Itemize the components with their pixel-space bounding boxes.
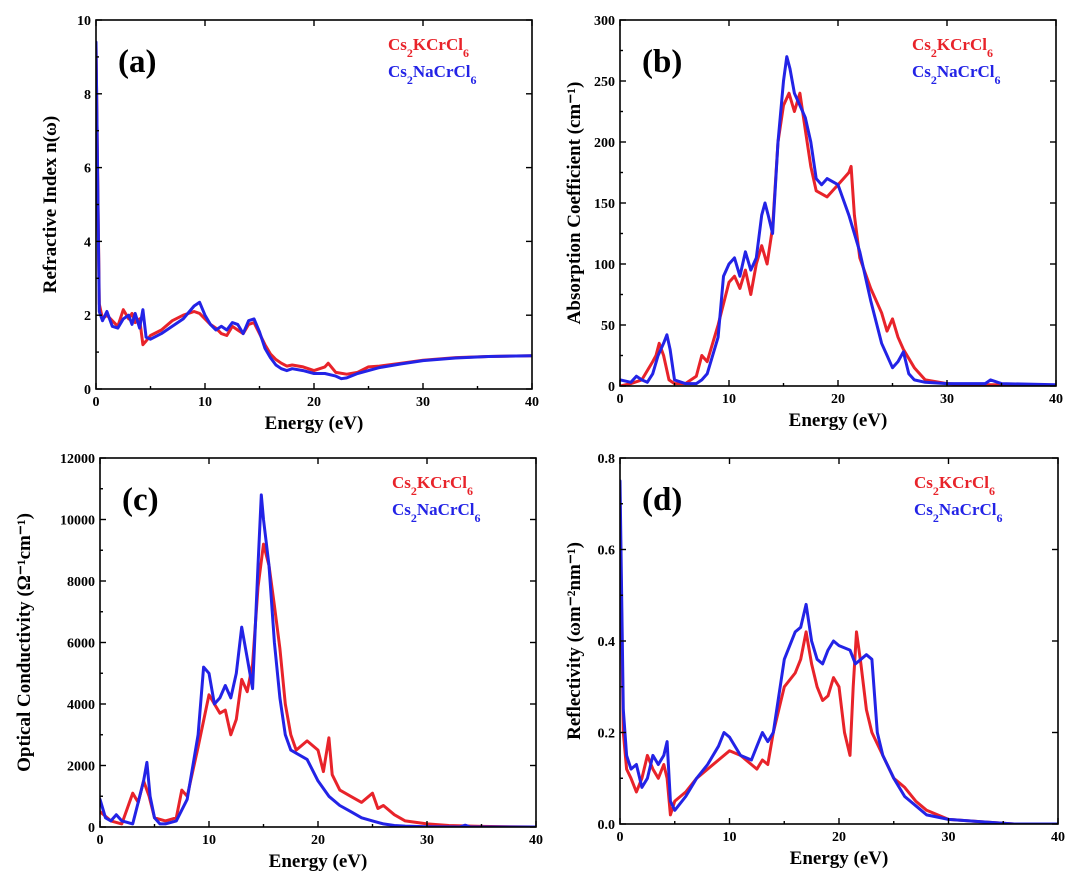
legend-entry-cs2nacrcl6: Cs2NaCrCl6 bbox=[912, 62, 1001, 87]
series-line-cs2kcrcl6-b bbox=[620, 91, 1056, 386]
series-line-cs2nacrcl6-b bbox=[620, 55, 1056, 386]
y-tick-label: 250 bbox=[594, 75, 615, 90]
panel-label-a: (a) bbox=[118, 44, 156, 80]
x-tick-label: 0 bbox=[97, 833, 104, 848]
series-line-cs2nacrcl6-c bbox=[100, 493, 536, 827]
axes-a: 0 10 20 30 40 0 2 4 6 8 10 bbox=[77, 14, 539, 410]
legend-entry-cs2nacrcl6: Cs2NaCrCl6 bbox=[388, 62, 477, 87]
y-tick-label: 0 bbox=[608, 380, 615, 395]
x-axis-label-b: Energy (eV) bbox=[789, 410, 888, 431]
axes-d: 0 10 20 30 40 0.0 0.2 0.4 0.6 0.8 bbox=[598, 452, 1066, 845]
legend-entry-cs2kcrcl6: Cs2KCrCl6 bbox=[912, 35, 993, 60]
y-axis-label-a: Refractive Index n(ω) bbox=[40, 116, 61, 293]
y-tick-label: 12000 bbox=[60, 452, 95, 467]
x-tick-label: 30 bbox=[416, 395, 430, 410]
x-tick-label: 30 bbox=[942, 830, 956, 845]
y-tick-label: 0.2 bbox=[598, 727, 616, 742]
x-tick-label: 0 bbox=[93, 395, 100, 410]
legend-entry-cs2nacrcl6: Cs2NaCrCl6 bbox=[914, 500, 1003, 525]
series-line-cs2kcrcl6-d bbox=[620, 502, 1058, 824]
y-tick-label: 4000 bbox=[67, 698, 95, 713]
y-tick-label: 6000 bbox=[67, 637, 95, 652]
x-tick-label: 40 bbox=[1049, 392, 1063, 407]
x-tick-label: 20 bbox=[832, 830, 846, 845]
panel-d: 0 10 20 30 40 0.0 0.2 0.4 0.6 0.8 (d) Energy (eV)… bbox=[564, 452, 1065, 869]
panel-label-b: (b) bbox=[642, 44, 682, 80]
x-tick-label: 40 bbox=[529, 833, 543, 848]
y-tick-label: 2000 bbox=[67, 760, 95, 775]
legend-entry-cs2nacrcl6: Cs2NaCrCl6 bbox=[392, 500, 481, 525]
x-tick-label: 20 bbox=[831, 392, 845, 407]
y-tick-label: 10000 bbox=[60, 514, 95, 529]
y-tick-label: 4 bbox=[84, 235, 91, 250]
y-tick-label: 0.8 bbox=[598, 452, 616, 467]
x-tick-label: 0 bbox=[617, 830, 624, 845]
panel-b: 0 10 20 30 40 0 50 100 150 200 250 300 (b) Energy (… bbox=[564, 14, 1063, 431]
y-tick-label: 0.4 bbox=[598, 635, 616, 650]
y-tick-label: 50 bbox=[601, 319, 615, 334]
y-tick-label: 0.6 bbox=[598, 544, 616, 559]
plot-area-b bbox=[620, 55, 1056, 386]
y-tick-label: 10 bbox=[77, 14, 91, 29]
legend-entry-cs2kcrcl6: Cs2KCrCl6 bbox=[392, 473, 473, 498]
x-tick-label: 0 bbox=[617, 392, 624, 407]
x-tick-label: 30 bbox=[940, 392, 954, 407]
y-tick-label: 8 bbox=[84, 88, 91, 103]
plot-area-a bbox=[96, 40, 532, 381]
x-tick-label: 10 bbox=[202, 833, 216, 848]
x-axis-label-c: Energy (eV) bbox=[269, 851, 368, 872]
y-axis-label-d: Reflectivity (ωm⁻²nm⁻¹) bbox=[564, 542, 585, 740]
x-tick-label: 40 bbox=[1051, 830, 1065, 845]
y-tick-label: 100 bbox=[594, 258, 615, 273]
x-tick-label: 30 bbox=[420, 833, 434, 848]
series-line-cs2nacrcl6-a bbox=[96, 40, 532, 381]
series-line-cs2kcrcl6-a bbox=[96, 44, 532, 376]
panel-c: 0 10 20 30 40 0 2000 4000 6000 8000 10000 12000 (c)… bbox=[14, 452, 543, 872]
y-axis-label-b: Absorption Coefficient (cm⁻¹) bbox=[564, 82, 585, 325]
legend-entry-cs2kcrcl6: Cs2KCrCl6 bbox=[914, 473, 995, 498]
y-tick-label: 0 bbox=[84, 383, 91, 398]
plot-area-d bbox=[620, 479, 1058, 824]
x-axis-label-d: Energy (eV) bbox=[790, 848, 889, 869]
x-tick-label: 10 bbox=[722, 392, 736, 407]
y-tick-label: 0.0 bbox=[598, 818, 616, 833]
y-tick-label: 2 bbox=[84, 309, 91, 324]
y-axis-label-c: Optical Conductivity (Ω⁻¹cm⁻¹) bbox=[14, 513, 35, 772]
y-tick-label: 0 bbox=[88, 821, 95, 836]
panel-label-d: (d) bbox=[642, 482, 682, 518]
series-line-cs2nacrcl6-d bbox=[620, 479, 1058, 824]
y-tick-label: 300 bbox=[594, 14, 615, 29]
axes-b: 0 10 20 30 40 0 50 100 150 200 250 300 bbox=[594, 14, 1063, 407]
y-tick-label: 200 bbox=[594, 136, 615, 151]
x-tick-label: 10 bbox=[198, 395, 212, 410]
x-tick-label: 20 bbox=[311, 833, 325, 848]
x-axis-label-a: Energy (eV) bbox=[265, 413, 364, 434]
legend-entry-cs2kcrcl6: Cs2KCrCl6 bbox=[388, 35, 469, 60]
y-tick-label: 150 bbox=[594, 197, 615, 212]
panel-a: 0 10 20 30 40 0 2 4 6 8 10 (a) Energy (eV) Refract… bbox=[40, 14, 539, 434]
y-tick-label: 6 bbox=[84, 162, 91, 177]
plot-area-c bbox=[100, 493, 536, 827]
axes-c: 0 10 20 30 40 0 2000 4000 6000 8000 10000 12000 bbox=[60, 452, 543, 848]
x-tick-label: 40 bbox=[525, 395, 539, 410]
y-tick-label: 8000 bbox=[67, 575, 95, 590]
x-tick-label: 20 bbox=[307, 395, 321, 410]
series-line-cs2kcrcl6-c bbox=[100, 542, 536, 827]
x-tick-label: 10 bbox=[723, 830, 737, 845]
panel-label-c: (c) bbox=[122, 482, 159, 518]
